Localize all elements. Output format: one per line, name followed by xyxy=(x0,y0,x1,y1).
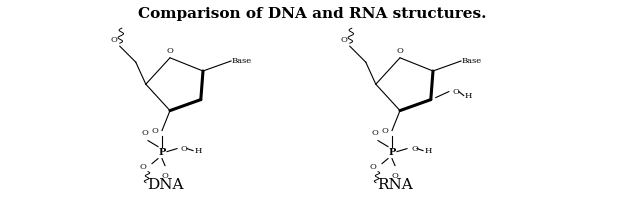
Text: H: H xyxy=(465,92,472,100)
Text: RNA: RNA xyxy=(377,178,413,192)
Text: O: O xyxy=(411,145,418,153)
Text: P: P xyxy=(158,148,166,157)
Text: Base: Base xyxy=(232,57,252,65)
Text: O: O xyxy=(381,127,388,135)
Text: DNA: DNA xyxy=(147,178,183,192)
Text: O: O xyxy=(142,129,149,137)
Text: O: O xyxy=(162,172,168,180)
Text: O: O xyxy=(397,47,404,55)
Text: O: O xyxy=(453,88,460,96)
Text: O: O xyxy=(392,172,399,180)
Text: Base: Base xyxy=(462,57,482,65)
Text: O: O xyxy=(111,36,118,44)
Text: O: O xyxy=(369,163,376,171)
Text: O: O xyxy=(371,129,378,137)
Text: O: O xyxy=(167,47,173,55)
Text: H: H xyxy=(195,147,202,155)
Text: O: O xyxy=(181,145,188,153)
Text: P: P xyxy=(388,148,396,157)
Text: O: O xyxy=(341,36,348,44)
Text: H: H xyxy=(425,147,432,155)
Text: O: O xyxy=(151,127,158,135)
Text: O: O xyxy=(139,163,146,171)
Text: Comparison of DNA and RNA structures.: Comparison of DNA and RNA structures. xyxy=(138,7,486,21)
